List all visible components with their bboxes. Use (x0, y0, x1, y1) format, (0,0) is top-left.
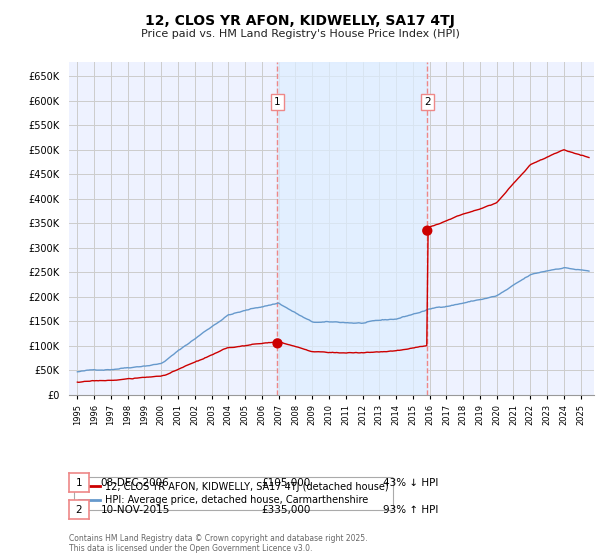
Text: 43% ↓ HPI: 43% ↓ HPI (383, 478, 438, 488)
Text: 1: 1 (274, 96, 281, 106)
Bar (277, 62, 427, 395)
Text: 1: 1 (76, 478, 82, 488)
Text: Contains HM Land Registry data © Crown copyright and database right 2025.
This d: Contains HM Land Registry data © Crown c… (69, 534, 367, 553)
Point (422, 226, 432, 235)
Text: Price paid vs. HM Land Registry's House Price Index (HPI): Price paid vs. HM Land Registry's House … (140, 29, 460, 39)
Text: 08-DEC-2006: 08-DEC-2006 (101, 478, 170, 488)
Text: 12, CLOS YR AFON, KIDWELLY, SA17 4TJ: 12, CLOS YR AFON, KIDWELLY, SA17 4TJ (145, 14, 455, 28)
Text: £335,000: £335,000 (261, 505, 310, 515)
Legend: 12, CLOS YR AFON, KIDWELLY, SA17 4TJ (detached house), HPI: Average price, detac: 12, CLOS YR AFON, KIDWELLY, SA17 4TJ (de… (74, 477, 394, 510)
Text: 10-NOV-2015: 10-NOV-2015 (101, 505, 170, 515)
Text: £105,000: £105,000 (261, 478, 310, 488)
Point (272, 339, 282, 348)
Text: 93% ↑ HPI: 93% ↑ HPI (383, 505, 438, 515)
Text: 2: 2 (424, 96, 431, 106)
Text: 2: 2 (76, 505, 82, 515)
